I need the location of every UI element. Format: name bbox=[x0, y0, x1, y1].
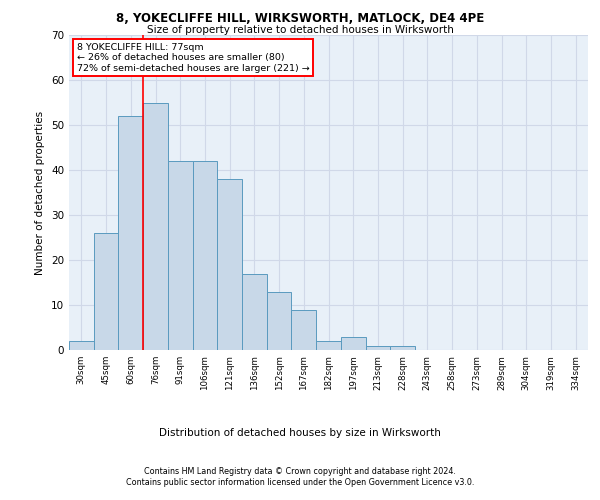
Text: Contains HM Land Registry data © Crown copyright and database right 2024.: Contains HM Land Registry data © Crown c… bbox=[144, 467, 456, 476]
Text: Contains public sector information licensed under the Open Government Licence v3: Contains public sector information licen… bbox=[126, 478, 474, 487]
Bar bbox=[193, 161, 217, 350]
Bar bbox=[341, 336, 365, 350]
Text: Distribution of detached houses by size in Wirksworth: Distribution of detached houses by size … bbox=[159, 428, 441, 438]
Text: 8 YOKECLIFFE HILL: 77sqm
← 26% of detached houses are smaller (80)
72% of semi-d: 8 YOKECLIFFE HILL: 77sqm ← 26% of detach… bbox=[77, 43, 310, 72]
Text: 8, YOKECLIFFE HILL, WIRKSWORTH, MATLOCK, DE4 4PE: 8, YOKECLIFFE HILL, WIRKSWORTH, MATLOCK,… bbox=[116, 12, 484, 26]
Bar bbox=[267, 292, 292, 350]
Bar bbox=[390, 346, 415, 350]
Bar bbox=[365, 346, 390, 350]
Bar bbox=[94, 233, 118, 350]
Bar bbox=[168, 161, 193, 350]
Text: Size of property relative to detached houses in Wirksworth: Size of property relative to detached ho… bbox=[146, 25, 454, 35]
Bar bbox=[118, 116, 143, 350]
Bar bbox=[242, 274, 267, 350]
Bar bbox=[316, 341, 341, 350]
Bar bbox=[292, 310, 316, 350]
Bar bbox=[217, 179, 242, 350]
Y-axis label: Number of detached properties: Number of detached properties bbox=[35, 110, 46, 274]
Bar bbox=[69, 341, 94, 350]
Bar bbox=[143, 102, 168, 350]
